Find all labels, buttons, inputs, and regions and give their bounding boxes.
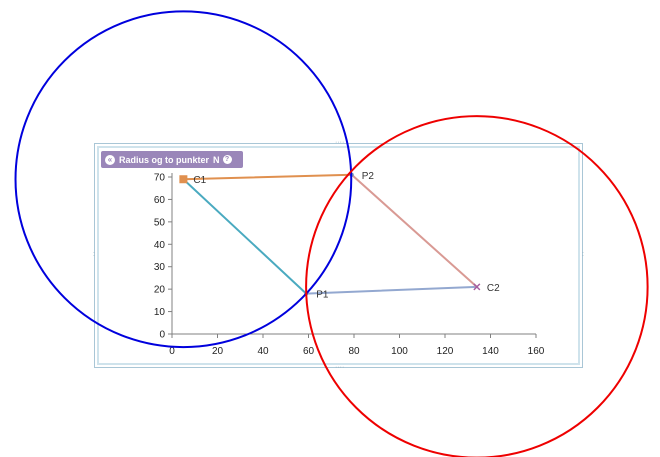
- point-c1-label: C1: [193, 175, 206, 186]
- x-tick-label: 160: [528, 346, 545, 357]
- resize-handle-left-icon[interactable]: :: [93, 251, 95, 258]
- segment-c1-p1: [182, 178, 308, 295]
- segment-p1-c2: [305, 285, 478, 295]
- y-tick-label: 50: [154, 217, 166, 228]
- x-tick-label: 40: [257, 346, 269, 357]
- circle-c2: [305, 115, 649, 457]
- y-tick-label: 60: [154, 195, 166, 206]
- y-tick-label: 30: [154, 262, 166, 273]
- resize-handle-right-icon[interactable]: :: [582, 251, 584, 258]
- axes: 0 10 20 30 40 50 60 70 0 20 40 60 80 100 120 140 160: [154, 173, 545, 358]
- circles: [14, 10, 649, 457]
- point-p2-label: P2: [362, 171, 375, 182]
- chart-title: Radius og to punkter: [119, 154, 209, 165]
- y-tick-label: 10: [154, 307, 166, 318]
- point-p1-label: P1: [316, 290, 329, 301]
- x-tick-label: 80: [348, 346, 360, 357]
- chart-title-suffix: N: [213, 154, 220, 165]
- segment-c1-p2: [182, 173, 353, 181]
- segment-p2-c2: [350, 173, 478, 288]
- x-tick-label: 120: [437, 346, 454, 357]
- point-c1-marker: [179, 175, 188, 184]
- point-c2-label: C2: [487, 283, 500, 294]
- y-tick-label: 20: [154, 285, 166, 296]
- chart-frame-border: [97, 146, 580, 365]
- y-tick-label: 70: [154, 173, 166, 184]
- y-tick-label: 0: [159, 330, 165, 341]
- chart-title-badge[interactable]: « Radius og to punkter N ?: [101, 151, 243, 168]
- x-tick-label: 60: [303, 346, 315, 357]
- question-circle-icon[interactable]: ?: [222, 155, 232, 164]
- segments: [182, 173, 478, 295]
- collapse-circle-icon[interactable]: «: [105, 154, 115, 165]
- x-tick-label: 20: [212, 346, 224, 357]
- x-tick-label: 0: [169, 346, 175, 357]
- point-c2-marker: [473, 283, 481, 291]
- x-tick-label: 140: [482, 346, 499, 357]
- points: C1 P2 P1 C2: [179, 171, 500, 301]
- y-tick-label: 40: [154, 240, 166, 251]
- x-tick-label: 100: [391, 346, 408, 357]
- chart-frame[interactable]: ···· ···· : :: [93, 139, 584, 371]
- resize-handle-top-icon[interactable]: ····: [335, 139, 345, 146]
- circle-c1: [14, 10, 353, 349]
- resize-handle-bottom-icon[interactable]: ····: [335, 364, 345, 371]
